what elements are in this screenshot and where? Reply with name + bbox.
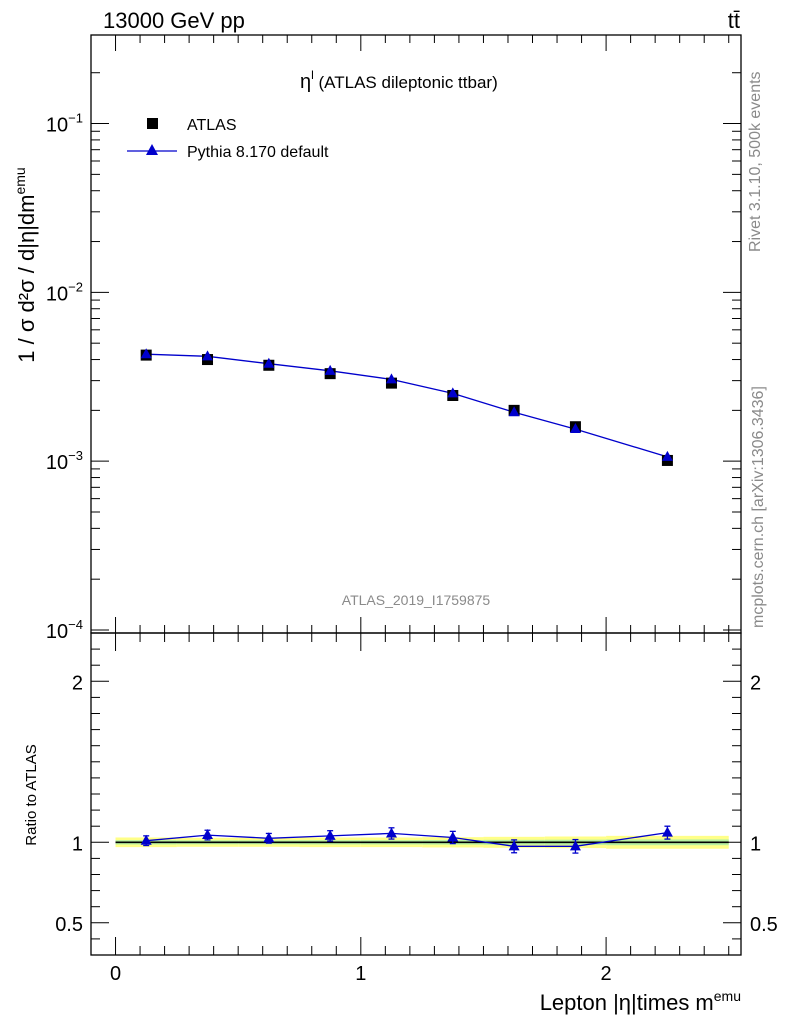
- x-axis-label: Lepton |η|times memu: [540, 988, 741, 1015]
- pythia-line: [146, 353, 668, 458]
- ratio-pythia-point: [661, 826, 673, 837]
- ratio-pythia-point: [447, 831, 459, 842]
- ratio-pythia-point: [202, 829, 214, 840]
- ratio-panel: 0.5 0.5 1 1 2 2 0 1 2 Ratio to ATLAS Lepton |η|t…: [23, 632, 778, 1015]
- y-tick-label: 10−4: [46, 617, 83, 643]
- legend-marker-atlas: [147, 118, 158, 129]
- ratio-y-tick-label-left: 2: [72, 672, 83, 694]
- process-label: tt̄: [728, 8, 740, 33]
- main-panel-tick-labels: 10−1 10−2 10−3 10−4: [46, 111, 83, 643]
- ratio-panel-ticks: [90, 633, 741, 955]
- pythia-point: [385, 373, 397, 384]
- legend-label-pythia: Pythia 8.170 default: [187, 144, 329, 161]
- ratio-pythia-point: [385, 827, 397, 838]
- analysis-label: ATLAS_2019_I1759875: [342, 592, 491, 608]
- ratio-pythia-point: [140, 834, 152, 845]
- ratio-y-tick-label-right: 0.5: [750, 914, 778, 936]
- rivet-label: Rivet 3.1.10, 500k events: [747, 71, 764, 252]
- main-panel-data: [140, 348, 673, 466]
- main-panel-ticks: [91, 35, 741, 633]
- x-tick-label: 1: [355, 963, 366, 985]
- ratio-pythia-point: [508, 840, 520, 851]
- ratio-y-tick-label-left: 0.5: [55, 914, 83, 936]
- legend: ATLAS Pythia 8.170 default: [127, 117, 329, 161]
- pythia-point: [508, 406, 520, 417]
- ratio-y-axis-label: Ratio to ATLAS: [23, 744, 40, 845]
- pythia-point: [447, 387, 459, 398]
- y-tick-label: 10−3: [46, 448, 83, 474]
- main-panel: 10−1 10−2 10−3 10−4 ηl (ATLAS dileptonic tt…: [12, 34, 742, 643]
- site-label: mcplots.cern.ch [arXiv:1306.3436]: [750, 386, 767, 628]
- legend-marker-pythia: [146, 144, 158, 155]
- ratio-y-tick-label-left: 1: [72, 833, 83, 855]
- pythia-point: [661, 450, 673, 461]
- energy-label: 13000 GeV pp: [103, 8, 245, 33]
- ratio-panel-data: [140, 825, 673, 854]
- chart-title: ηl (ATLAS dileptonic ttbar): [300, 68, 498, 93]
- ratio-pythia-point: [263, 832, 275, 843]
- pythia-point: [140, 348, 152, 359]
- pythia-point: [324, 364, 336, 375]
- y-tick-label: 10−1: [46, 111, 83, 137]
- x-tick-label: 2: [601, 963, 612, 985]
- ratio-panel-frame: [90, 632, 742, 956]
- x-tick-label: 0: [110, 963, 121, 985]
- pythia-point: [263, 357, 275, 368]
- ratio-panel-tick-labels: 0.5 0.5 1 1 2 2 0 1 2: [55, 672, 778, 985]
- pythia-point: [202, 350, 214, 361]
- pythia-point: [569, 423, 581, 434]
- ratio-pythia-point: [324, 829, 336, 840]
- ratio-y-tick-label-right: 1: [750, 833, 761, 855]
- main-y-axis-label: 1 / σ d²σ / d|η|dmemu: [12, 167, 39, 362]
- legend-label-atlas: ATLAS: [187, 117, 237, 134]
- ratio-pythia-point: [569, 840, 581, 851]
- y-tick-label: 10−2: [46, 279, 83, 305]
- ratio-y-tick-label-right: 2: [750, 672, 761, 694]
